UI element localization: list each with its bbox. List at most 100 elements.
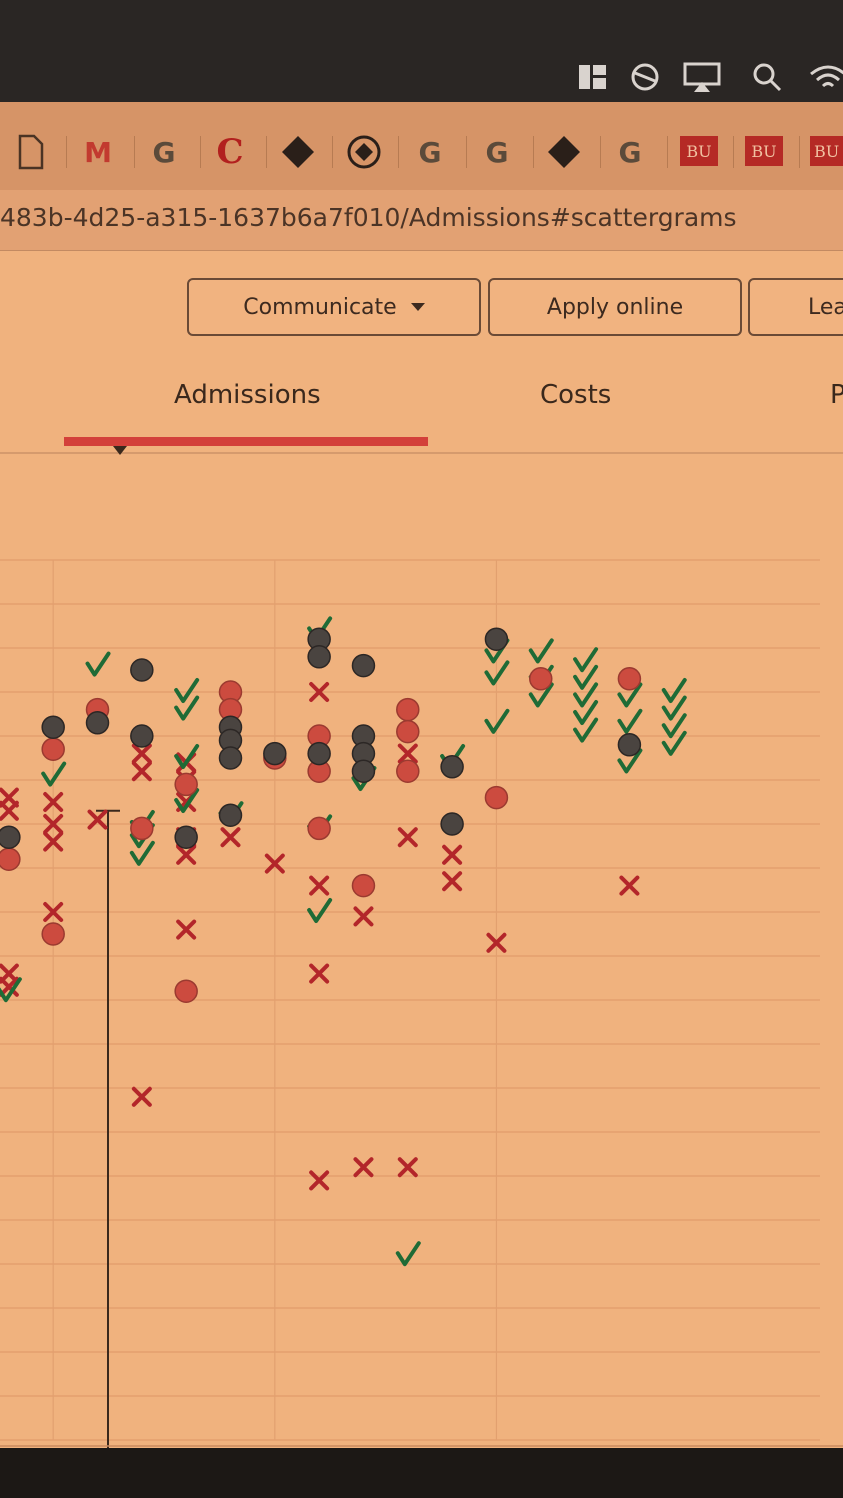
denied-x-point[interactable] [619,875,640,896]
wifi-icon[interactable] [808,60,843,94]
learn-more-button[interactable]: Lea [748,278,843,336]
red-circle-point[interactable] [174,772,198,797]
denied-x-point[interactable] [397,827,418,848]
search-icon[interactable] [750,60,784,94]
accepted-check-point[interactable] [573,664,599,690]
dark-circle-point[interactable] [307,645,331,669]
denied-x-point[interactable] [397,1157,418,1178]
denied-x-point[interactable] [309,1170,330,1191]
denied-x-point[interactable] [131,761,152,782]
scattergram-chart[interactable] [0,540,843,1448]
dark-circle-point[interactable] [218,803,243,827]
sync-icon[interactable] [628,60,662,94]
tab-admissions[interactable]: Admissions [174,380,321,410]
accepted-check-point[interactable] [41,761,67,787]
accepted-check-point[interactable] [661,678,687,703]
denied-x-point[interactable] [264,853,285,874]
dark-circle-point[interactable] [130,724,154,748]
denied-x-point[interactable] [353,1157,374,1178]
dark-circle-point[interactable] [218,746,243,770]
accepted-check-point[interactable] [85,651,111,677]
c-bookmark[interactable]: C [216,132,244,172]
denied-x-point[interactable] [309,682,330,702]
diamond-bookmark-icon-2[interactable] [546,134,582,170]
accepted-check-point[interactable] [0,977,22,1003]
denied-x-point[interactable] [442,844,463,865]
dark-circle-point[interactable] [263,741,287,766]
dark-circle-point[interactable] [130,658,154,682]
red-circle-point[interactable] [0,847,21,871]
denied-x-point[interactable] [131,743,152,764]
red-circle-point[interactable] [41,737,65,761]
denied-x-point[interactable] [176,844,197,865]
red-circle-point[interactable] [307,816,331,841]
dark-circle-point[interactable] [484,627,509,651]
denied-x-point[interactable] [0,800,19,821]
google-bookmark-3[interactable]: G [485,135,509,169]
red-circle-point[interactable] [396,759,420,783]
accepted-check-point[interactable] [484,660,510,686]
denied-x-point[interactable] [309,963,330,984]
communicate-button[interactable]: Communicate [187,278,481,336]
denied-x-point[interactable] [309,875,330,896]
accepted-check-point[interactable] [307,898,333,923]
dark-circle-point[interactable] [440,755,464,779]
accepted-check-point[interactable] [484,708,510,734]
denied-x-point[interactable] [87,809,108,830]
airplay-icon[interactable] [682,60,722,94]
google-bookmark-2[interactable]: G [418,135,442,169]
red-circle-point[interactable] [529,667,553,691]
accepted-check-point[interactable] [617,708,643,734]
denied-x-point[interactable] [442,871,463,892]
bu-bookmark-3[interactable]: BU [810,136,843,166]
denied-x-point[interactable] [486,932,507,953]
accepted-check-point[interactable] [395,1241,421,1267]
denied-x-point[interactable] [397,743,418,764]
bu-bookmark-1[interactable]: BU [680,136,718,166]
accepted-check-point[interactable] [528,638,554,664]
dark-circle-point[interactable] [617,733,642,757]
dark-circle-point[interactable] [351,759,376,783]
google-bookmark-1[interactable]: G [152,135,176,169]
denied-x-point[interactable] [43,902,64,922]
dark-circle-point[interactable] [85,711,110,735]
scattergram-svg[interactable] [0,540,843,1448]
accepted-check-point[interactable] [661,695,687,721]
red-circle-point[interactable] [617,667,642,691]
accepted-check-point[interactable] [573,647,599,673]
dark-circle-point[interactable] [174,825,198,849]
red-circle-point[interactable] [174,979,198,1003]
accepted-check-point[interactable] [617,748,643,774]
dark-circle-point[interactable] [307,741,331,766]
circle-bookmark-icon[interactable] [346,134,382,170]
accepted-check-point[interactable] [573,717,599,743]
dark-circle-point[interactable] [440,812,464,836]
denied-x-point[interactable] [220,827,241,848]
address-bar[interactable] [0,190,843,251]
tab-next[interactable]: P [830,380,843,410]
red-circle-point[interactable] [41,922,65,946]
diamond-bookmark-icon[interactable] [280,134,316,170]
accepted-check-point[interactable] [129,840,155,866]
apply-online-button[interactable]: Apply online [488,278,742,336]
red-circle-point[interactable] [351,873,376,898]
accepted-check-point[interactable] [174,695,200,721]
red-circle-point[interactable] [396,697,420,722]
denied-x-point[interactable] [43,792,64,812]
accepted-check-point[interactable] [661,713,687,739]
red-circle-point[interactable] [484,785,509,810]
denied-x-point[interactable] [353,906,374,927]
denied-x-point[interactable] [43,831,64,852]
accepted-check-point[interactable] [528,682,554,708]
window-layout-icon[interactable] [576,60,610,94]
accepted-check-point[interactable] [174,678,200,703]
denied-x-point[interactable] [0,976,19,997]
accepted-check-point[interactable] [174,788,200,813]
denied-x-point[interactable] [176,919,197,940]
gmail-bookmark[interactable]: M [84,135,112,169]
red-circle-point[interactable] [396,719,420,744]
dark-circle-point[interactable] [351,653,376,678]
denied-x-point[interactable] [43,814,64,834]
dark-circle-point[interactable] [0,825,21,849]
accepted-check-point[interactable] [573,700,599,725]
